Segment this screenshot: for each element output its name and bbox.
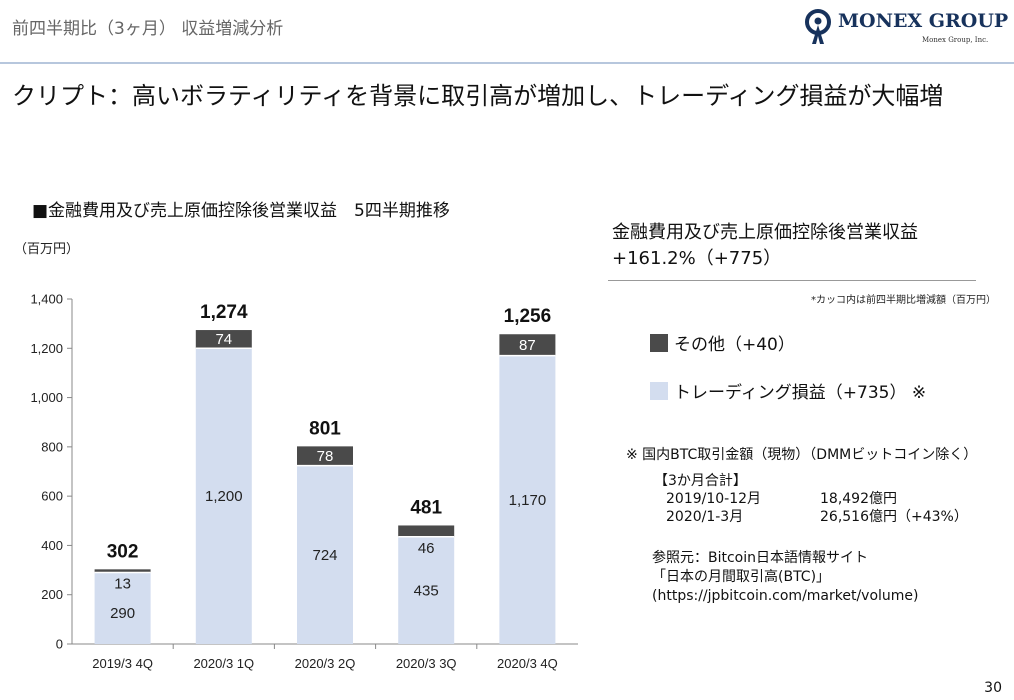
- monex-logo: MONEX GROUP Monex Group, Inc.: [800, 8, 1009, 48]
- bar-total-label: 302: [107, 541, 139, 562]
- btc-amount: 26,516億円（+43%）: [820, 509, 968, 525]
- x-tick-label: 2020/3 3Q: [396, 656, 457, 671]
- bar-value-label-trading: 724: [312, 547, 337, 564]
- y-tick-label: 400: [41, 538, 63, 553]
- y-tick-label: 1,400: [30, 292, 63, 307]
- btc-row: 2019/10-12月 18,492億円: [654, 490, 968, 508]
- summary-title-line1: 金融費用及び売上原価控除後営業収益: [612, 222, 918, 243]
- x-tick-label: 2020/3 1Q: [193, 656, 254, 671]
- legend-label-trading: トレーディング損益（+735） ※: [674, 383, 927, 403]
- bar-value-label-trading: 1,200: [205, 488, 243, 505]
- summary-divider: [608, 280, 976, 281]
- bar-other: [297, 446, 353, 466]
- legend-item-trading: トレーディング損益（+735） ※: [650, 378, 926, 403]
- legend-label-other: その他（+40）: [674, 335, 795, 355]
- bar-value-label-trading: 1,170: [509, 492, 547, 509]
- bar-trading: [297, 465, 353, 644]
- bar-trading: [499, 355, 556, 644]
- y-tick-label: 800: [41, 439, 63, 454]
- btc-period: 2020/1-3月: [666, 509, 744, 525]
- reference-line: 参照元：Bitcoin日本語情報サイト: [652, 550, 869, 566]
- reference-line: 「日本の月間取引高(BTC)」: [652, 569, 831, 585]
- bar-total-label: 481: [410, 497, 442, 518]
- btc-amount: 18,492億円: [820, 491, 897, 507]
- reference-block: 参照元：Bitcoin日本語情報サイト 「日本の月間取引高(BTC)」 (htt…: [652, 549, 919, 606]
- y-tick-label: 600: [41, 489, 63, 504]
- btc-volume-block: 【3か月合計】 2019/10-12月 18,492億円 2020/1-3月 2…: [654, 472, 968, 526]
- bar-trading: [398, 536, 455, 644]
- legend-item-other: その他（+40）: [650, 330, 795, 355]
- y-tick-label: 1,000: [30, 390, 63, 405]
- page-number: 30: [984, 680, 1002, 696]
- header-title: 前四半期比（3ヶ月） 収益増減分析: [12, 19, 284, 39]
- summary-footnote: *カッコ内は前四半期比増減額（百万円）: [811, 295, 996, 306]
- y-tick-label: 0: [56, 637, 63, 652]
- bar-total-label: 801: [309, 418, 341, 439]
- bar-total-label: 1,256: [504, 306, 552, 327]
- x-tick-label: 2020/3 4Q: [497, 656, 558, 671]
- bar-value-label-other: 87: [519, 337, 536, 354]
- y-tick-label: 200: [41, 587, 63, 602]
- bar-value-label-other: 74: [215, 331, 232, 348]
- logo-text: MONEX GROUP: [838, 10, 1009, 32]
- header-divider: [0, 62, 1014, 64]
- x-tick-label: 2019/3 4Q: [92, 656, 153, 671]
- bar-trading: [94, 572, 151, 644]
- reference-url: (https://jpbitcoin.com/market/volume): [652, 588, 919, 604]
- bar-value-label-other: 13: [114, 576, 131, 593]
- btc-period: 2019/10-12月: [666, 491, 762, 507]
- stacked-bar-chart: 0 200 400 600 800 1,000 1,200 1,400 290 13 302 2019…: [30, 292, 578, 671]
- bar-value-label-other: 78: [317, 448, 334, 465]
- btc-note: ※ 国内BTC取引金額（現物）（DMMビットコイン除く）: [626, 447, 978, 463]
- bar-other: [499, 334, 556, 356]
- bar-other: [94, 569, 151, 573]
- bar-value-label-trading: 290: [110, 605, 135, 622]
- y-tick-label: 1,200: [30, 341, 63, 356]
- chart-title: ■金融費用及び売上原価控除後営業収益 5四半期推移: [32, 201, 450, 221]
- page-heading: クリプト：高いボラティリティを背景に取引高が増加し、トレーディング損益が大幅増: [12, 82, 944, 110]
- x-tick-label: 2020/3 2Q: [295, 656, 356, 671]
- legend-swatch-trading: [650, 381, 668, 400]
- bar-other: [195, 330, 252, 349]
- summary-change: +161.2%（+775）: [612, 248, 782, 269]
- bar-value-label-trading: 435: [414, 582, 439, 599]
- bar-value-label-other: 46: [418, 540, 435, 557]
- btc-header: 【3か月合計】: [654, 473, 747, 489]
- monex-emblem-icon: [805, 9, 831, 44]
- logo-subtext: Monex Group, Inc.: [922, 36, 989, 44]
- bar-other: [398, 525, 455, 537]
- btc-row: 2020/1-3月 26,516億円（+43%）: [654, 508, 968, 526]
- chart-unit-label: （百万円）: [14, 242, 80, 257]
- legend-swatch-other: [650, 333, 668, 352]
- summary-title: 金融費用及び売上原価控除後営業収益 +161.2%（+775）: [612, 220, 918, 272]
- bar-total-label: 1,274: [200, 302, 248, 323]
- bar-trading: [195, 348, 252, 644]
